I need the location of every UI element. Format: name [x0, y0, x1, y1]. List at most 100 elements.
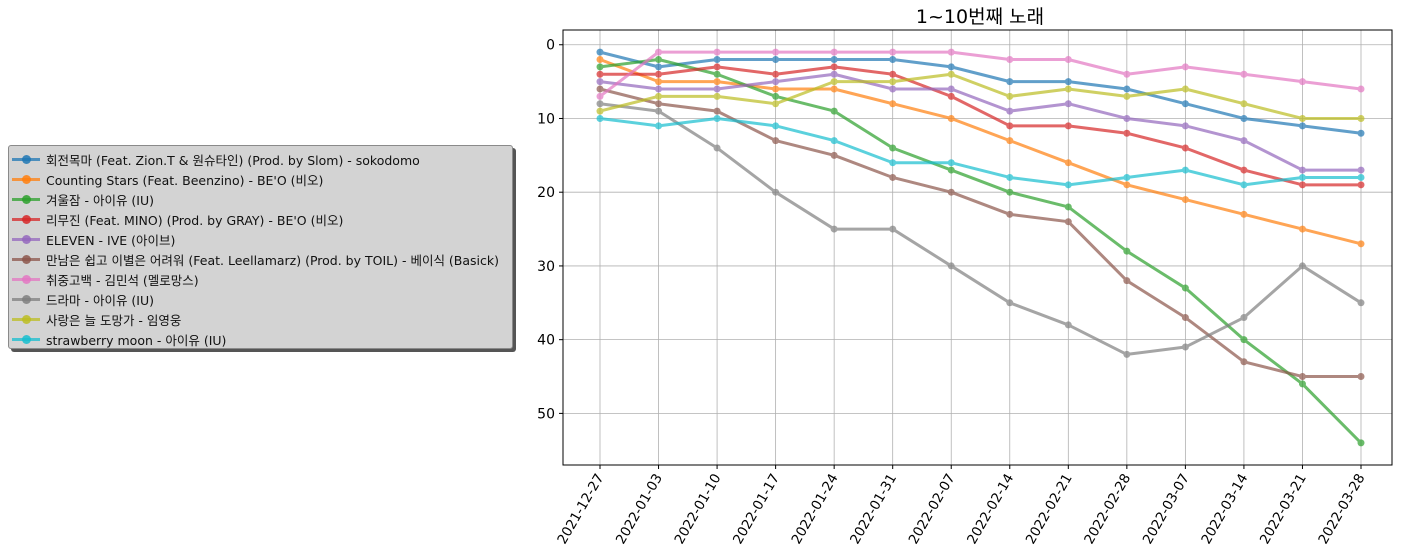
- x-tick-label: 2022-01-31: [847, 471, 900, 547]
- data-point: [1006, 122, 1014, 130]
- data-point: [1298, 114, 1306, 122]
- data-point: [1298, 173, 1306, 181]
- data-point: [1240, 358, 1248, 366]
- data-point: [655, 78, 663, 86]
- x-tick-label: 2021-12-27: [554, 471, 607, 547]
- data-point: [772, 188, 780, 196]
- data-point: [947, 92, 955, 100]
- data-point: [1064, 100, 1072, 108]
- data-point: [1064, 218, 1072, 226]
- data-point: [596, 100, 604, 108]
- data-point: [713, 55, 721, 63]
- data-point: [1240, 114, 1248, 122]
- series-line: [599, 102, 1362, 356]
- data-point: [1298, 225, 1306, 233]
- legend-item-7: 취중고백 - 김민석 (멜로망스): [9, 269, 512, 289]
- data-point: [947, 48, 955, 56]
- legend-label: 취중고백 - 김민석 (멜로망스): [46, 272, 199, 288]
- data-point: [1006, 210, 1014, 218]
- data-point: [1181, 284, 1189, 292]
- legend-swatch: [12, 329, 40, 349]
- data-point: [1123, 350, 1131, 358]
- data-point: [1181, 144, 1189, 152]
- data-point: [655, 48, 663, 56]
- data-point: [772, 48, 780, 56]
- data-point: [713, 48, 721, 56]
- data-point: [713, 144, 721, 152]
- series-line: [599, 72, 1361, 172]
- data-point: [1240, 210, 1248, 218]
- data-point: [1240, 314, 1248, 322]
- data-point: [1298, 373, 1306, 381]
- data-point: [772, 70, 780, 78]
- data-point: [1357, 173, 1365, 181]
- legend-item-6: 만남은 쉽고 이별은 어려워 (Feat. Leellamarz) (Prod.…: [9, 249, 512, 269]
- data-point: [1298, 380, 1306, 388]
- data-point: [596, 85, 604, 93]
- data-point: [1064, 55, 1072, 63]
- data-point: [947, 262, 955, 270]
- plot-frame: [562, 29, 1393, 466]
- data-point: [889, 100, 897, 108]
- data-point: [655, 55, 663, 63]
- data-point: [1123, 85, 1131, 93]
- data-point: [1357, 181, 1365, 189]
- series-2: [596, 55, 1365, 248]
- legend-swatch: [12, 189, 40, 209]
- legend-item-2: Counting Stars (Feat. Beenzino) - BE'O (…: [9, 169, 512, 189]
- series-line: [599, 50, 1362, 98]
- data-point: [889, 159, 897, 167]
- legend-label: 드라마 - 아이유 (IU): [46, 292, 155, 308]
- legend-label: strawberry moon - 아이유 (IU): [46, 332, 227, 348]
- data-point: [1357, 439, 1365, 447]
- data-point: [713, 63, 721, 71]
- data-point: [772, 137, 780, 145]
- data-point: [1006, 299, 1014, 307]
- data-point: [1064, 321, 1072, 329]
- data-point: [713, 92, 721, 100]
- x-tick-label: 2022-01-03: [613, 471, 666, 547]
- data-point: [1006, 137, 1014, 145]
- x-tick-label: 2022-03-28: [1315, 471, 1368, 547]
- data-point: [830, 78, 838, 86]
- series-line: [599, 116, 1361, 187]
- data-point: [655, 70, 663, 78]
- data-point: [1006, 92, 1014, 100]
- data-point: [889, 48, 897, 56]
- data-point: [713, 78, 721, 86]
- data-point: [947, 70, 955, 78]
- series-9: [596, 70, 1365, 122]
- data-point: [1357, 373, 1365, 381]
- data-point: [596, 92, 604, 100]
- data-point: [655, 100, 663, 108]
- legend-swatch: [12, 249, 40, 269]
- data-point: [1064, 181, 1072, 189]
- data-point: [889, 78, 897, 86]
- data-point: [1123, 129, 1131, 137]
- series-10: [596, 114, 1365, 189]
- data-point: [596, 107, 604, 115]
- data-point: [655, 63, 663, 71]
- data-point: [1123, 70, 1131, 78]
- data-point: [1298, 262, 1306, 270]
- data-point: [1240, 70, 1248, 78]
- data-point: [1240, 137, 1248, 145]
- data-point: [1357, 299, 1365, 307]
- series-8: [596, 100, 1365, 358]
- x-tick-label: 2022-01-17: [730, 471, 783, 547]
- data-point: [1006, 78, 1014, 86]
- data-point: [596, 55, 604, 63]
- data-point: [1181, 100, 1189, 108]
- series-6: [596, 85, 1365, 381]
- data-point: [1298, 122, 1306, 130]
- data-point: [830, 55, 838, 63]
- data-point: [1006, 55, 1014, 63]
- data-point: [947, 166, 955, 174]
- data-point: [772, 85, 780, 93]
- legend-label: 리무진 (Feat. MINO) (Prod. by GRAY) - BE'O …: [46, 212, 344, 228]
- data-point: [1123, 92, 1131, 100]
- x-tick-label: 2022-02-14: [964, 471, 1017, 547]
- x-tick-label: 2022-01-10: [671, 471, 724, 547]
- x-tick-label: 2022-03-07: [1140, 471, 1193, 547]
